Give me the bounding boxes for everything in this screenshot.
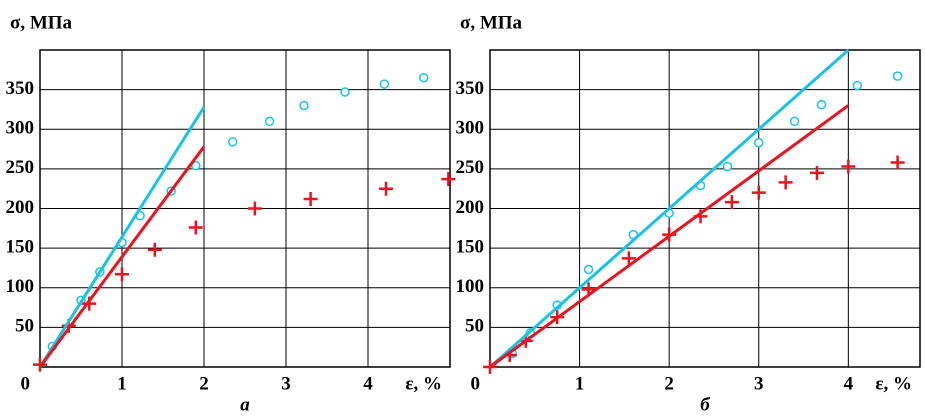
x-tick-label: 2 [664, 373, 674, 394]
y-tick-label: 150 [6, 236, 35, 257]
data-point [892, 71, 903, 81]
y-tick-label: 300 [6, 118, 35, 139]
y-tick-label: 350 [6, 78, 35, 99]
data-point [621, 251, 636, 266]
x-axis-label: ε, % [405, 373, 442, 394]
y-tick-label: 0 [21, 373, 31, 394]
y-tick-label: 100 [456, 276, 485, 297]
data-point [115, 267, 129, 282]
x-tick-label: 3 [281, 373, 291, 394]
data-point [340, 87, 350, 97]
x-tick-label: 3 [754, 373, 764, 394]
panel-label: б [700, 394, 711, 415]
panel-label: а [240, 394, 250, 415]
data-point [722, 161, 733, 172]
data-point [247, 201, 262, 216]
y-tick-label: 50 [465, 316, 484, 337]
data-point [816, 99, 827, 110]
data-point [379, 79, 390, 89]
fit-line [489, 48, 850, 369]
y-tick-label: 200 [456, 197, 485, 218]
x-tick-label: 2 [199, 373, 209, 394]
data-point [583, 264, 594, 275]
y-tick-label: 250 [6, 157, 35, 178]
fit-line [38, 145, 206, 368]
data-point [441, 172, 456, 187]
data-point [841, 159, 856, 174]
data-point [303, 191, 318, 206]
data-point [188, 220, 203, 235]
fit-line [38, 106, 206, 368]
y-tick-label: 300 [456, 118, 485, 139]
data-point [852, 80, 863, 91]
data-point [809, 165, 824, 180]
fit-line [489, 104, 850, 369]
data-point [379, 181, 394, 196]
data-point [191, 160, 201, 171]
data-point [789, 116, 800, 127]
y-axis-label: σ, МПа [10, 12, 73, 33]
data-point [890, 155, 905, 170]
data-point [227, 137, 238, 147]
y-tick-label: 0 [471, 373, 481, 394]
y-tick-label: 100 [6, 276, 35, 297]
data-point [419, 72, 429, 83]
y-tick-label: 350 [456, 78, 485, 99]
y-tick-label: 250 [456, 157, 485, 178]
data-point [299, 100, 309, 111]
data-point [778, 175, 793, 190]
y-tick-label: 200 [6, 197, 35, 218]
data-point [147, 242, 162, 257]
y-tick-label: 50 [15, 316, 34, 337]
x-tick-label: 4 [844, 373, 854, 394]
data-point [754, 137, 764, 148]
x-axis-label: ε, % [875, 373, 912, 394]
y-tick-label: 150 [456, 236, 485, 257]
data-point [751, 185, 766, 200]
data-point [724, 195, 739, 210]
x-tick-label: 1 [575, 373, 585, 394]
data-point [264, 116, 275, 127]
y-axis-label: σ, МПа [460, 12, 523, 33]
x-tick-label: 4 [363, 373, 373, 394]
x-tick-label: 1 [117, 373, 127, 394]
